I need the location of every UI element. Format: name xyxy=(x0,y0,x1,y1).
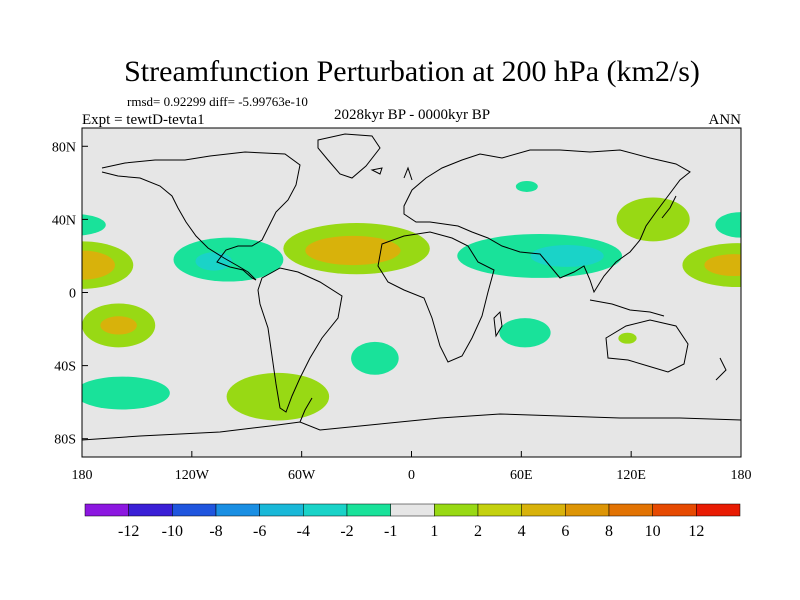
x-tick-label: 60E xyxy=(510,468,533,483)
colorbar-swatch xyxy=(303,503,348,517)
contour-siberia xyxy=(515,181,538,192)
colorbar-swatch xyxy=(259,503,304,517)
x-tick-label: 180 xyxy=(731,468,752,483)
contour-asia-core xyxy=(530,244,604,267)
colorbar-swatch xyxy=(565,503,610,517)
x-tick-label: 180 xyxy=(72,468,93,483)
coastline-australia xyxy=(605,319,689,373)
colorbar-label: -4 xyxy=(297,523,310,540)
x-tick-label: 60W xyxy=(288,468,316,483)
y-tick-label: 40S xyxy=(54,360,76,375)
contour-n-pacific-west-mid-core xyxy=(100,316,137,335)
colorbar-swatch xyxy=(696,503,741,517)
colorbar-label: 10 xyxy=(645,523,661,540)
colorbar: -12 -10 -8 -6 -4 -2 -1 1 2 4 6 8 10 12 xyxy=(84,503,741,540)
y-tick-label: 40N xyxy=(52,213,76,228)
colorbar-label: 4 xyxy=(518,523,526,540)
coastline-uk xyxy=(403,166,413,181)
colorbar-label: -1 xyxy=(384,523,397,540)
axis-layer: 180 120W 60W 0 60E 120E 180 80N 40N 0 40S 80S xyxy=(52,140,752,483)
colorbar-label: -8 xyxy=(209,523,222,540)
coastline-antarctica xyxy=(82,413,741,441)
contour-indian-ocean xyxy=(499,318,551,348)
colorbar-label: 6 xyxy=(561,523,569,540)
y-tick-label: 80N xyxy=(52,140,76,155)
colorbar-swatch xyxy=(477,503,522,517)
colorbar-swatch xyxy=(434,503,479,517)
coastline-layer xyxy=(82,133,741,441)
colorbar-swatch xyxy=(390,503,435,517)
coastline-japan xyxy=(661,195,677,219)
contour-fill-layer xyxy=(82,181,741,421)
colorbar-label: -6 xyxy=(253,523,266,540)
colorbar-label: -10 xyxy=(162,523,183,540)
x-tick-label: 120E xyxy=(616,468,646,483)
coastline-africa xyxy=(377,231,495,363)
colorbar-swatch xyxy=(652,503,697,517)
colorbar-label: -12 xyxy=(118,523,139,540)
contour-trop-pacific-east-core xyxy=(704,254,741,277)
y-tick-label: 80S xyxy=(54,433,76,448)
colorbar-swatch xyxy=(128,503,173,517)
colorbar-label: 12 xyxy=(688,523,704,540)
colorbar-swatch xyxy=(608,503,653,517)
contour-central-america-core xyxy=(195,252,233,271)
colorbar-label: 2 xyxy=(474,523,482,540)
coastline-eurasia xyxy=(403,149,691,294)
colorbar-label: 8 xyxy=(605,523,613,540)
colorbar-swatch xyxy=(215,503,260,517)
coastline-madagascar xyxy=(493,310,503,338)
chart-title: Streamfunction Perturbation at 200 hPa (… xyxy=(124,55,700,88)
colorbar-label: 1 xyxy=(430,523,438,540)
stats-label: rmsd= 0.92299 diff= -5.99763e-10 xyxy=(127,94,308,109)
coastline-north-america xyxy=(101,151,301,281)
coastline-new-zealand xyxy=(715,357,727,381)
colorbar-swatch xyxy=(521,503,566,517)
contour-s-atlantic xyxy=(351,341,399,375)
contour-australia xyxy=(618,332,637,344)
contour-trop-pacific-west-core xyxy=(82,250,115,280)
period-label: 2028kyr BP - 0000kyr BP xyxy=(334,107,490,123)
coastline-iceland xyxy=(370,167,383,175)
x-tick-label: 0 xyxy=(408,468,415,483)
contour-s-pacific-west xyxy=(82,376,170,410)
coastline-greenland xyxy=(317,133,381,179)
colorbar-swatch xyxy=(172,503,217,517)
y-tick-label: 0 xyxy=(69,287,76,302)
coastline-antarctic-peninsula xyxy=(299,397,313,423)
contour-atlantic-core xyxy=(305,235,401,266)
coastline-indonesia xyxy=(589,299,665,317)
colorbar-label: -2 xyxy=(340,523,353,540)
colorbar-swatch xyxy=(346,503,391,517)
coastline-south-america xyxy=(257,267,343,413)
season-label: ANN xyxy=(709,112,742,128)
contour-n-pacific-east-edge xyxy=(715,212,741,238)
colorbar-swatch xyxy=(84,503,129,517)
x-tick-label: 120W xyxy=(175,468,210,483)
contour-east-asia xyxy=(616,197,690,242)
experiment-label: Expt = tewtD-tevta1 xyxy=(82,112,205,128)
